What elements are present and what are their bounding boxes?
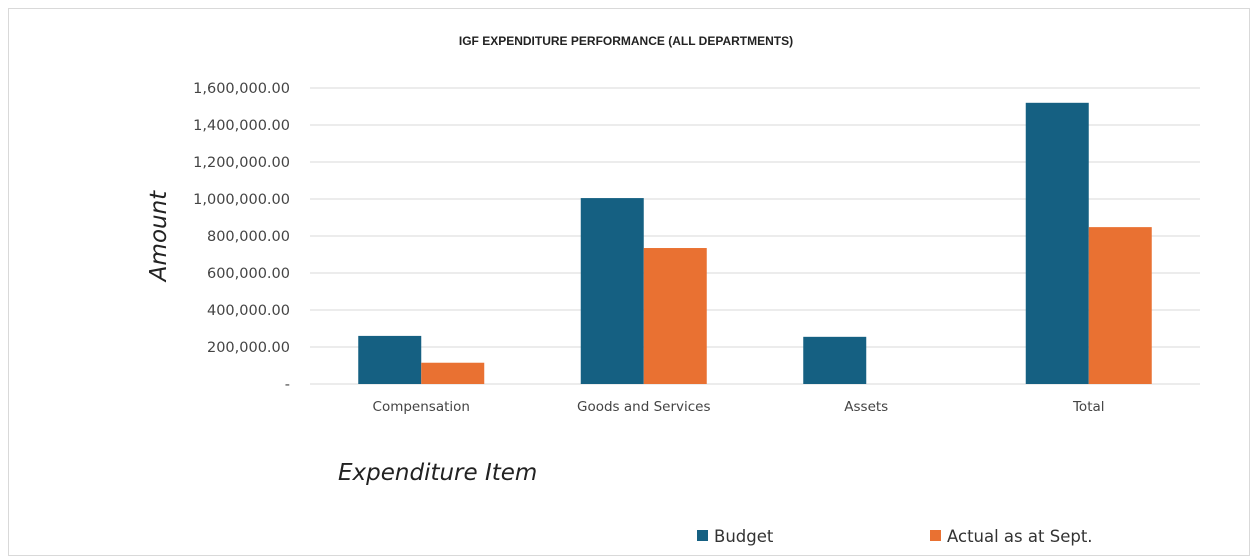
legend-label-budget: Budget: [714, 527, 774, 546]
x-tick-label: Compensation: [373, 399, 470, 415]
legend-swatch-budget: [697, 530, 708, 541]
y-tick-label: 200,000.00: [207, 340, 290, 356]
y-axis-title: Amount: [146, 190, 172, 283]
bar-actual-total: [1088, 227, 1152, 384]
bar-budget-compensation: [358, 335, 422, 384]
x-tick-labels: Compensation Goods and Services Assets Tota…: [373, 399, 1105, 415]
x-tick-label: Total: [1072, 399, 1105, 415]
legend-swatch-actual: [930, 530, 941, 541]
x-axis-title: Expenditure Item: [338, 460, 537, 486]
bars: [358, 102, 1152, 385]
bar-budget-assets: [803, 336, 867, 384]
y-tick-label: 400,000.00: [207, 303, 290, 319]
y-tick-label: 1,400,000.00: [193, 118, 290, 134]
legend-label-actual: Actual as at Sept.: [947, 527, 1093, 546]
bar-actual-compensation: [421, 362, 485, 384]
y-tick-label: 1,000,000.00: [193, 192, 290, 208]
y-tick-label: 1,600,000.00: [193, 81, 290, 97]
bar-actual-goods-and-services: [643, 248, 707, 384]
x-tick-label: Goods and Services: [577, 399, 711, 415]
bar-budget-total: [1025, 102, 1089, 385]
y-tick-labels: - 200,000.00 400,000.00 600,000.00 800,000.0…: [193, 81, 290, 393]
legend: Budget Actual as at Sept.: [697, 527, 1093, 546]
y-tick-label: 1,200,000.00: [193, 155, 290, 171]
y-tick-label: 600,000.00: [207, 266, 290, 282]
bar-budget-goods-and-services: [580, 198, 644, 384]
chart-title: IGF EXPENDITURE PERFORMANCE (ALL DEPARTM…: [459, 34, 793, 48]
y-tick-label: -: [285, 377, 290, 393]
x-tick-label: Assets: [844, 399, 888, 415]
y-tick-label: 800,000.00: [207, 229, 290, 245]
